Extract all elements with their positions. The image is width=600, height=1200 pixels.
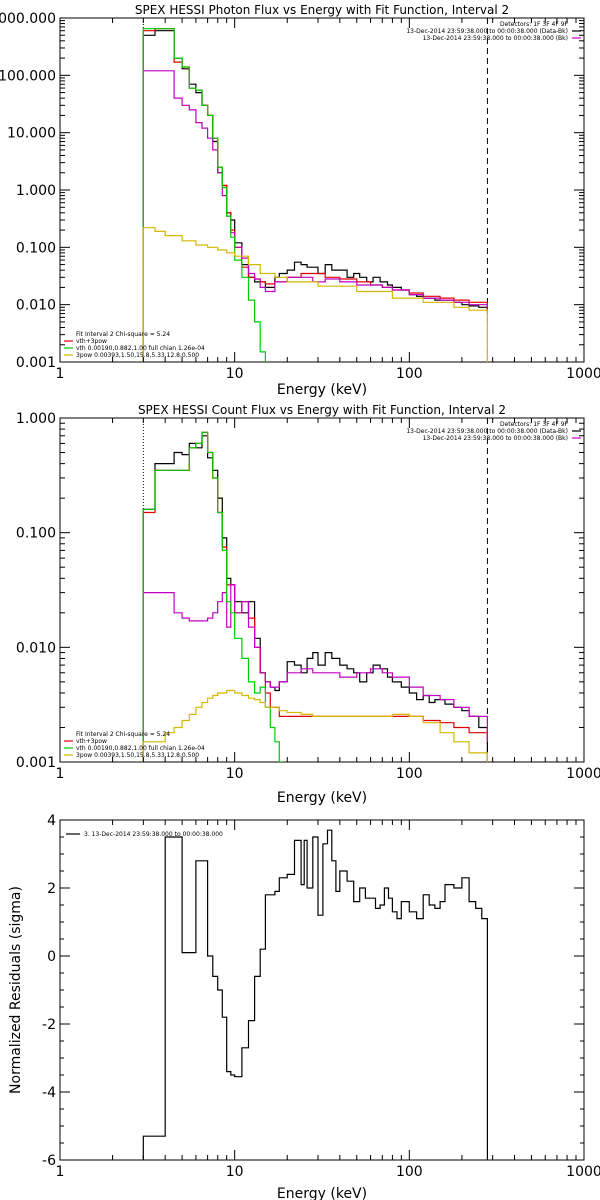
legend-entry: 3. 13-Dec-2014 23:59:38.000 to 00:00:38.… <box>84 831 223 838</box>
legend-entry: Detectors: 1F 3F 4F 9F <box>500 21 569 28</box>
axes-group: 1 10 100 1000 0.001 0.010 0.100 1.000 <box>16 411 600 782</box>
x-tick-label: 1000 <box>566 766 600 782</box>
legend-bottom-left: Fit Interval 2 Chi-square = 5.24vth+3pow… <box>64 331 205 359</box>
y-tick-label: 1000.000 <box>0 11 56 27</box>
x-tick-label: 100 <box>396 766 423 782</box>
series-line-0 <box>142 829 488 1160</box>
x-tick-label: 1000 <box>566 1164 600 1180</box>
y-tick-label: -2 <box>42 1017 56 1033</box>
panel-photon-flux: SPEX HESSI Photon Flux vs Energy with Fi… <box>0 3 600 398</box>
y-axis-label: Normalized Residuals (sigma) <box>8 886 24 1094</box>
y-tick-label: 0.001 <box>16 755 56 771</box>
y-tick-label: 0.001 <box>16 355 56 371</box>
axes-group: 1 10 100 1000 0.001 0.010 0.100 1.000 10.000 100.… <box>0 11 600 382</box>
x-tick-label: 100 <box>396 1164 423 1180</box>
legend-entry: 13-Dec-2014 23:59:38.000 to 00:00:38.000… <box>423 35 568 42</box>
y-tick-label: 2 <box>47 881 56 897</box>
series-line-2 <box>142 584 488 762</box>
axes-group: 1 10 100 1000 -6 -4 -2 0 2 4 <box>42 813 600 1180</box>
legend-entry: vth+3pow <box>76 338 107 345</box>
series-group <box>142 829 488 1160</box>
y-tick-label: -6 <box>42 1153 56 1169</box>
y-tick-label: 1.000 <box>16 411 56 427</box>
panel-count-flux: SPEX HESSI Count Flux vs Energy with Fit… <box>16 403 600 806</box>
y-tick-label: 0.010 <box>16 298 56 314</box>
legend-entry: vth 0.00190,0.882,1.00 full chian 1.26e-… <box>76 345 205 352</box>
series-line-0 <box>142 30 488 362</box>
x-axis-label: Energy (keV) <box>277 1186 367 1200</box>
legend-entry: Detectors: 1F 3F 4F 9F <box>500 421 569 428</box>
series-line-1 <box>142 28 488 362</box>
series-line-4 <box>142 227 488 362</box>
y-tick-label: 4 <box>47 813 56 829</box>
series-line-3 <box>142 431 284 762</box>
legend-entry: vth+3pow <box>76 738 107 745</box>
x-tick-label: 10 <box>226 766 244 782</box>
legend-entry: Fit Interval 2 Chi-square = 5.24 <box>76 331 170 338</box>
legend-top-left: 3. 13-Dec-2014 23:59:38.000 to 00:00:38.… <box>66 831 223 838</box>
x-tick-label: 1 <box>56 766 65 782</box>
chart-title: SPEX HESSI Count Flux vs Energy with Fit… <box>138 403 506 417</box>
y-tick-label: 0.010 <box>16 640 56 656</box>
x-tick-label: 1 <box>56 366 65 382</box>
legend-entry: Fit Interval 2 Chi-square = 5.24 <box>76 731 170 738</box>
plot-frame <box>59 417 585 763</box>
x-tick-label: 10 <box>226 1164 244 1180</box>
legend-entry: 3pow 0.00393,1.50,15.8,5.33,12.8,0.500 <box>76 752 199 759</box>
y-tick-label: 1.000 <box>16 183 56 199</box>
plot-frame <box>59 819 585 1161</box>
legend-entry: 3pow 0.00393,1.50,15.8,5.33,12.8,0.500 <box>76 352 199 359</box>
x-tick-label: 1000 <box>566 366 600 382</box>
series-line-1 <box>142 431 488 762</box>
x-axis-label: Energy (keV) <box>277 382 367 398</box>
series-line-2 <box>142 70 488 362</box>
x-tick-label: 1 <box>56 1164 65 1180</box>
y-tick-label: -4 <box>42 1085 56 1101</box>
plot-frame <box>59 17 585 363</box>
y-tick-label: 0.100 <box>16 240 56 256</box>
y-tick-label: 0.100 <box>16 526 56 542</box>
legend-entry: 13-Dec-2014 23:59:38.000 to 00:00:38.000… <box>406 28 568 35</box>
y-tick-label: 100.000 <box>0 68 56 84</box>
legend-bottom-left: Fit Interval 2 Chi-square = 5.24vth+3pow… <box>64 731 205 759</box>
y-tick-label: 10.000 <box>7 126 56 142</box>
series-group <box>142 18 488 362</box>
series-line-3 <box>142 28 266 362</box>
y-tick-label: 0 <box>47 949 56 965</box>
x-axis-label: Energy (keV) <box>277 790 367 806</box>
series-line-4 <box>142 689 488 762</box>
x-tick-label: 100 <box>396 366 423 382</box>
legend-entry: 13-Dec-2014 23:59:38.000 to 00:00:38.000… <box>406 428 568 435</box>
chart-title: SPEX HESSI Photon Flux vs Energy with Fi… <box>135 3 509 17</box>
x-tick-label: 10 <box>226 366 244 382</box>
series-group <box>142 418 488 762</box>
panel-residuals: 1 10 100 1000 -6 -4 -2 0 2 4 Energy (keV) Normali… <box>8 813 600 1200</box>
legend-entry: 13-Dec-2014 23:59:38.000 to 00:00:38.000… <box>423 435 568 442</box>
legend-entry: vth 0.00190,0.882,1.00 full chian 1.26e-… <box>76 745 205 752</box>
